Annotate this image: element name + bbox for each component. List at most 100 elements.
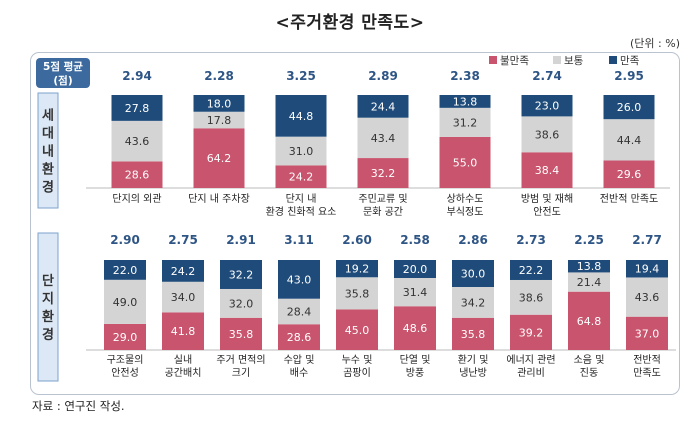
bar-dissatisfied (603, 160, 655, 188)
group-label-char: 경 (42, 180, 54, 196)
category-label: 안전성 (111, 367, 139, 379)
bar-satisfied (111, 95, 163, 121)
data-label: 28.4 (287, 305, 312, 318)
data-label: 22.2 (519, 264, 544, 277)
avg-label-line1: 5점 평균 (43, 60, 83, 73)
source-note: 자료 : 연구진 작성. (32, 399, 125, 413)
category-label: 공간배치 (165, 367, 202, 379)
data-label: 41.8 (171, 325, 196, 338)
legend-swatch (489, 56, 497, 64)
chart-title: <주거환경 만족도> (275, 13, 425, 33)
category-label: 환기 및 (458, 354, 489, 366)
category-label: 관리비 (517, 367, 545, 379)
bar-dissatisfied (521, 152, 573, 188)
category-label: 크기 (232, 367, 250, 379)
data-label: 43.4 (371, 132, 396, 145)
unit-label: (단위 : %) (630, 37, 680, 50)
category-label: 전반적 만족도 (600, 193, 658, 205)
avg-score: 2.77 (632, 233, 662, 247)
group-label-char: 세 (42, 109, 54, 124)
group-label-box (37, 92, 59, 209)
data-label: 29.6 (617, 168, 642, 181)
data-label: 64.8 (577, 315, 602, 328)
bar-dissatisfied (357, 158, 409, 188)
data-label: 13.8 (453, 95, 478, 108)
avg-label-line2: (점) (53, 75, 72, 87)
avg-score: 2.60 (342, 233, 372, 247)
bar-neutral (104, 279, 146, 324)
bar-dissatisfied (568, 291, 610, 350)
bar-dissatisfied (220, 317, 262, 350)
bar-neutral (626, 277, 668, 317)
legend-label: 만족 (620, 55, 640, 67)
data-label: 28.6 (125, 169, 150, 182)
avg-score: 2.38 (450, 69, 480, 83)
data-label: 31.0 (289, 145, 314, 158)
data-label: 17.8 (207, 114, 232, 127)
data-label: 37.0 (635, 327, 660, 340)
bar-dissatisfied (510, 314, 552, 350)
data-label: 55.0 (453, 156, 478, 169)
data-label: 32.0 (229, 297, 254, 310)
bar-dissatisfied (193, 128, 245, 188)
category-label: 전반적 (633, 354, 661, 366)
avg-score: 2.89 (368, 69, 398, 83)
bar-neutral (510, 279, 552, 315)
data-label: 44.4 (617, 134, 642, 147)
group-label-char: 경 (42, 327, 54, 343)
bar-satisfied (336, 260, 378, 278)
category-label: 방범 및 재해 (521, 192, 573, 205)
category-label: 단열 및 (400, 354, 431, 366)
data-label: 31.4 (403, 286, 428, 299)
data-label: 21.4 (577, 276, 602, 289)
bar-neutral (394, 278, 436, 307)
bar-satisfied (394, 260, 436, 278)
data-label: 45.0 (345, 324, 370, 337)
group-label-char: 환 (42, 309, 54, 325)
data-label: 34.2 (461, 296, 486, 309)
data-label: 24.2 (171, 265, 196, 278)
bar-neutral (336, 277, 378, 310)
group-label-char: 내 (42, 144, 54, 160)
bar-neutral (452, 287, 494, 318)
data-label: 18.0 (207, 97, 232, 110)
bar-satisfied (104, 260, 146, 280)
bar-neutral (193, 111, 245, 129)
data-label: 39.2 (519, 326, 544, 339)
bar-dissatisfied (278, 324, 320, 350)
data-label: 35.8 (461, 328, 486, 341)
group-label-char: 환 (42, 162, 54, 178)
category-label: 단지 내 주차장 (188, 193, 250, 205)
data-label: 19.4 (635, 263, 660, 276)
bar-neutral (111, 120, 163, 162)
bar-satisfied (603, 95, 655, 120)
legend-swatch (609, 56, 617, 64)
category-label: 곰팡이 (343, 367, 371, 379)
category-label: 상하수도 (447, 192, 484, 205)
category-label: 누수 및 (342, 354, 373, 366)
data-label: 27.8 (125, 102, 150, 115)
bar-dissatisfied (452, 317, 494, 350)
bar-dissatisfied (275, 165, 327, 188)
category-label: 수압 및 (284, 353, 315, 366)
data-label: 32.2 (371, 167, 396, 180)
category-label: 문화 공간 (363, 206, 403, 218)
bar-dissatisfied (111, 161, 163, 188)
data-label: 23.0 (535, 100, 560, 113)
avg-score: 2.90 (110, 233, 140, 247)
avg-score: 2.74 (532, 69, 562, 83)
category-label: 부식정도 (447, 206, 484, 218)
data-label: 44.8 (289, 110, 314, 123)
data-label: 38.6 (519, 291, 544, 304)
bar-satisfied (521, 95, 573, 117)
bar-neutral (603, 119, 655, 161)
data-label: 48.6 (403, 322, 428, 335)
bar-dissatisfied (439, 136, 491, 188)
avg-score: 2.73 (516, 233, 546, 247)
category-label: 소음 및 (574, 354, 605, 366)
bar-neutral (439, 107, 491, 137)
group-label-char: 지 (42, 292, 54, 307)
bar-satisfied (278, 260, 320, 299)
legend-label: 불만족 (500, 55, 529, 67)
group-label-char: 단 (42, 273, 54, 289)
